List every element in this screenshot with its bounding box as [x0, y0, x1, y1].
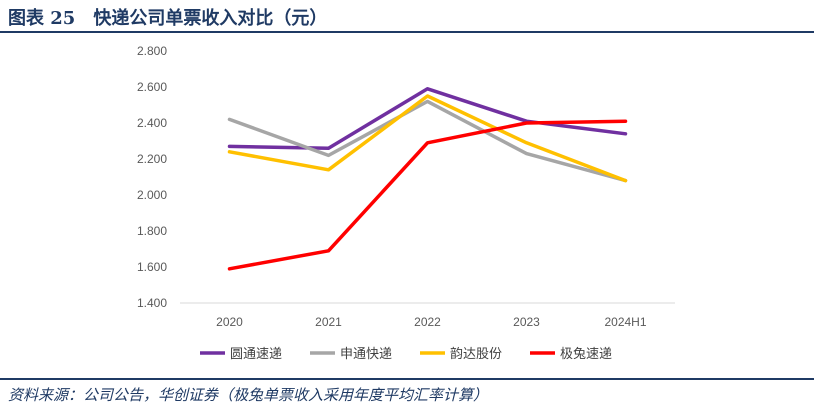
series-lines [227, 87, 628, 271]
y-tick-label: 1.800 [137, 224, 167, 238]
legend-label: 极兔速递 [560, 347, 612, 362]
legend: 圆通速递 申通快递 韵达股份 极兔速递 [200, 347, 612, 362]
y-tick-label: 2.400 [137, 116, 167, 130]
series-line-1 [227, 99, 628, 183]
y-tick-label: 2.200 [137, 152, 167, 166]
series-line-2 [227, 94, 628, 183]
y-tick-label: 2.600 [137, 80, 167, 94]
y-tick-label: 2.800 [137, 44, 167, 58]
series-line-3 [227, 119, 628, 271]
series-line-0 [227, 87, 628, 150]
y-tick-label: 1.600 [137, 260, 167, 274]
legend-label: 圆通速递 [230, 347, 282, 362]
y-axis-ticks: 1.400 1.600 1.800 2.000 2.200 2.400 2.600 2.800 [137, 44, 675, 310]
x-tick-label: 2020 [216, 315, 243, 329]
y-tick-label: 1.400 [137, 296, 167, 310]
chart-title: 图表 25 快递公司单票收入对比（元） [8, 8, 328, 29]
x-tick-label: 2024H1 [604, 315, 646, 329]
legend-label: 韵达股份 [450, 347, 502, 362]
title-divider [0, 31, 814, 33]
x-tick-label: 2023 [513, 315, 540, 329]
y-tick-label: 2.000 [137, 188, 167, 202]
x-tick-label: 2021 [315, 315, 342, 329]
source-note: 资料来源：公司公告，华创证券（极兔单票收入采用年度平均汇率计算） [8, 386, 489, 404]
source-divider [0, 378, 814, 380]
x-tick-label: 2022 [414, 315, 441, 329]
x-axis-labels: 2020 2021 2022 2023 2024H1 [216, 315, 647, 329]
legend-label: 申通快递 [340, 347, 392, 362]
